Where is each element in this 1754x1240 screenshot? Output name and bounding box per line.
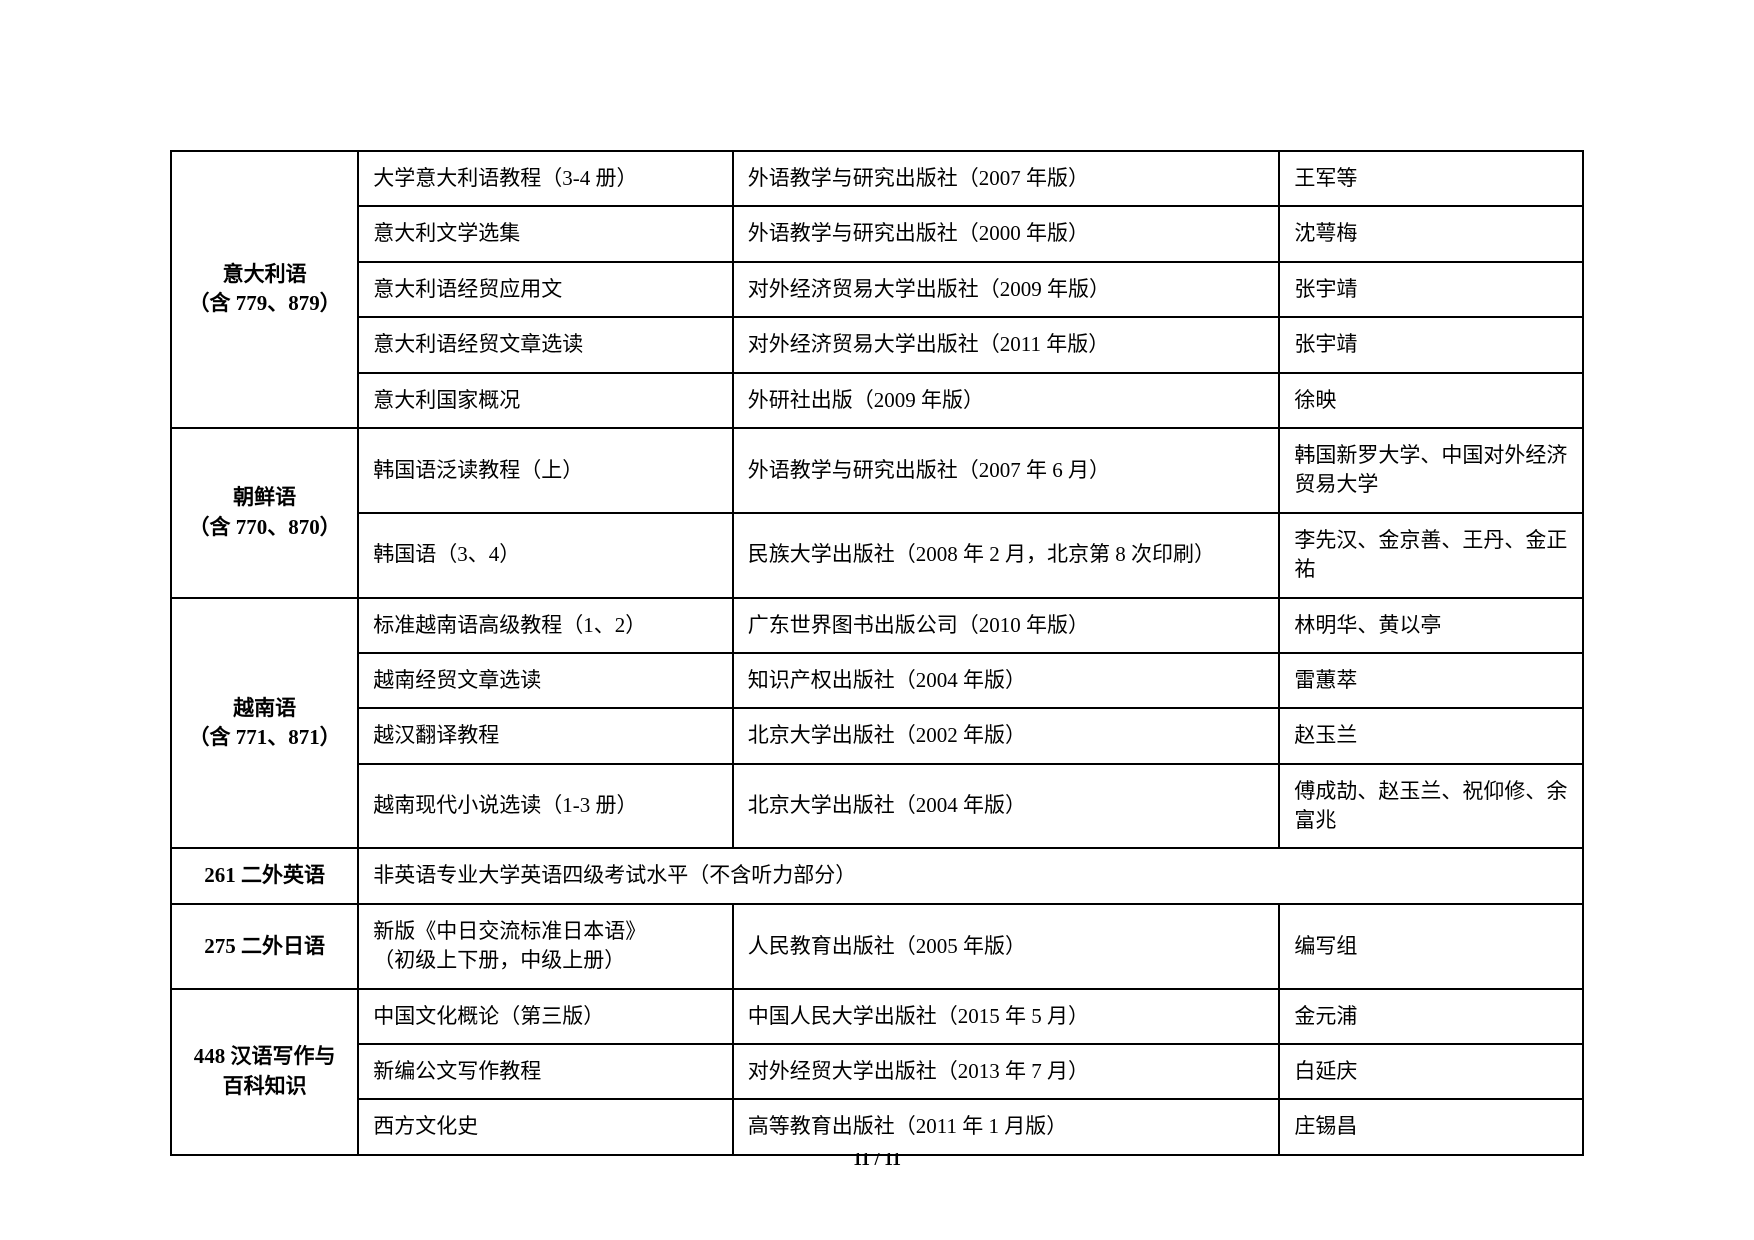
author: 李先汉、金京善、王丹、金正祐 <box>1279 513 1583 598</box>
table-row: 261 二外英语非英语专业大学英语四级考试水平（不含听力部分） <box>171 848 1583 903</box>
author: 庄锡昌 <box>1279 1099 1583 1154</box>
page-number: 11 / 11 <box>0 1149 1754 1170</box>
author: 张宇靖 <box>1279 262 1583 317</box>
table-row: 西方文化史高等教育出版社（2011 年 1 月版）庄锡昌 <box>171 1099 1583 1154</box>
publisher: 知识产权出版社（2004 年版） <box>733 653 1280 708</box>
book-title: 意大利国家概况 <box>358 373 733 428</box>
publisher: 对外经济贸易大学出版社（2009 年版） <box>733 262 1280 317</box>
table-row: 越南现代小说选读（1-3 册）北京大学出版社（2004 年版）傅成劼、赵玉兰、祝… <box>171 764 1583 849</box>
book-title: 标准越南语高级教程（1、2） <box>358 598 733 653</box>
author: 白延庆 <box>1279 1044 1583 1099</box>
subject-header: 448 汉语写作与百科知识 <box>171 989 358 1155</box>
publisher: 外语教学与研究出版社（2007 年 6 月） <box>733 428 1280 513</box>
table-row: 越汉翻译教程北京大学出版社（2002 年版）赵玉兰 <box>171 708 1583 763</box>
author: 赵玉兰 <box>1279 708 1583 763</box>
table-row: 越南语（含 771、871）标准越南语高级教程（1、2）广东世界图书出版公司（2… <box>171 598 1583 653</box>
author: 编写组 <box>1279 904 1583 989</box>
table-row: 意大利语（含 779、879）大学意大利语教程（3-4 册）外语教学与研究出版社… <box>171 151 1583 206</box>
table-row: 意大利文学选集外语教学与研究出版社（2000 年版）沈萼梅 <box>171 206 1583 261</box>
author: 王军等 <box>1279 151 1583 206</box>
book-title: 越汉翻译教程 <box>358 708 733 763</box>
publisher: 广东世界图书出版公司（2010 年版） <box>733 598 1280 653</box>
publisher: 中国人民大学出版社（2015 年 5 月） <box>733 989 1280 1044</box>
publisher: 对外经济贸易大学出版社（2011 年版） <box>733 317 1280 372</box>
publisher: 外语教学与研究出版社（2007 年版） <box>733 151 1280 206</box>
book-title: 意大利语经贸文章选读 <box>358 317 733 372</box>
publisher: 高等教育出版社（2011 年 1 月版） <box>733 1099 1280 1154</box>
book-title: 韩国语泛读教程（上） <box>358 428 733 513</box>
table-row: 越南经贸文章选读知识产权出版社（2004 年版）雷蕙萃 <box>171 653 1583 708</box>
author: 傅成劼、赵玉兰、祝仰修、余富兆 <box>1279 764 1583 849</box>
table-row: 意大利国家概况外研社出版（2009 年版）徐映 <box>171 373 1583 428</box>
publisher: 人民教育出版社（2005 年版） <box>733 904 1280 989</box>
book-title: 越南经贸文章选读 <box>358 653 733 708</box>
book-title: 大学意大利语教程（3-4 册） <box>358 151 733 206</box>
publisher: 外研社出版（2009 年版） <box>733 373 1280 428</box>
table-row: 275 二外日语新版《中日交流标准日本语》（初级上下册，中级上册）人民教育出版社… <box>171 904 1583 989</box>
table-row: 朝鲜语（含 770、870）韩国语泛读教程（上）外语教学与研究出版社（2007 … <box>171 428 1583 513</box>
publisher: 北京大学出版社（2002 年版） <box>733 708 1280 763</box>
table-row: 韩国语（3、4）民族大学出版社（2008 年 2 月，北京第 8 次印刷）李先汉… <box>171 513 1583 598</box>
table-row: 448 汉语写作与百科知识中国文化概论（第三版）中国人民大学出版社（2015 年… <box>171 989 1583 1044</box>
book-title: 意大利文学选集 <box>358 206 733 261</box>
table-row: 意大利语经贸应用文对外经济贸易大学出版社（2009 年版）张宇靖 <box>171 262 1583 317</box>
reference-books-table: 意大利语（含 779、879）大学意大利语教程（3-4 册）外语教学与研究出版社… <box>170 150 1584 1156</box>
author: 林明华、黄以亭 <box>1279 598 1583 653</box>
subject-header: 275 二外日语 <box>171 904 358 989</box>
book-title: 韩国语（3、4） <box>358 513 733 598</box>
subject-header: 261 二外英语 <box>171 848 358 903</box>
author: 张宇靖 <box>1279 317 1583 372</box>
publisher: 外语教学与研究出版社（2000 年版） <box>733 206 1280 261</box>
publisher: 民族大学出版社（2008 年 2 月，北京第 8 次印刷） <box>733 513 1280 598</box>
book-title: 中国文化概论（第三版） <box>358 989 733 1044</box>
author: 徐映 <box>1279 373 1583 428</box>
author: 金元浦 <box>1279 989 1583 1044</box>
note: 非英语专业大学英语四级考试水平（不含听力部分） <box>358 848 1583 903</box>
book-title: 新编公文写作教程 <box>358 1044 733 1099</box>
subject-header: 意大利语（含 779、879） <box>171 151 358 428</box>
publisher: 北京大学出版社（2004 年版） <box>733 764 1280 849</box>
book-title: 意大利语经贸应用文 <box>358 262 733 317</box>
table-row: 新编公文写作教程对外经贸大学出版社（2013 年 7 月）白延庆 <box>171 1044 1583 1099</box>
table-row: 意大利语经贸文章选读对外经济贸易大学出版社（2011 年版）张宇靖 <box>171 317 1583 372</box>
author: 雷蕙萃 <box>1279 653 1583 708</box>
author: 沈萼梅 <box>1279 206 1583 261</box>
book-title: 西方文化史 <box>358 1099 733 1154</box>
subject-header: 朝鲜语（含 770、870） <box>171 428 358 598</box>
book-title: 新版《中日交流标准日本语》（初级上下册，中级上册） <box>358 904 733 989</box>
subject-header: 越南语（含 771、871） <box>171 598 358 849</box>
publisher: 对外经贸大学出版社（2013 年 7 月） <box>733 1044 1280 1099</box>
book-title: 越南现代小说选读（1-3 册） <box>358 764 733 849</box>
author: 韩国新罗大学、中国对外经济贸易大学 <box>1279 428 1583 513</box>
